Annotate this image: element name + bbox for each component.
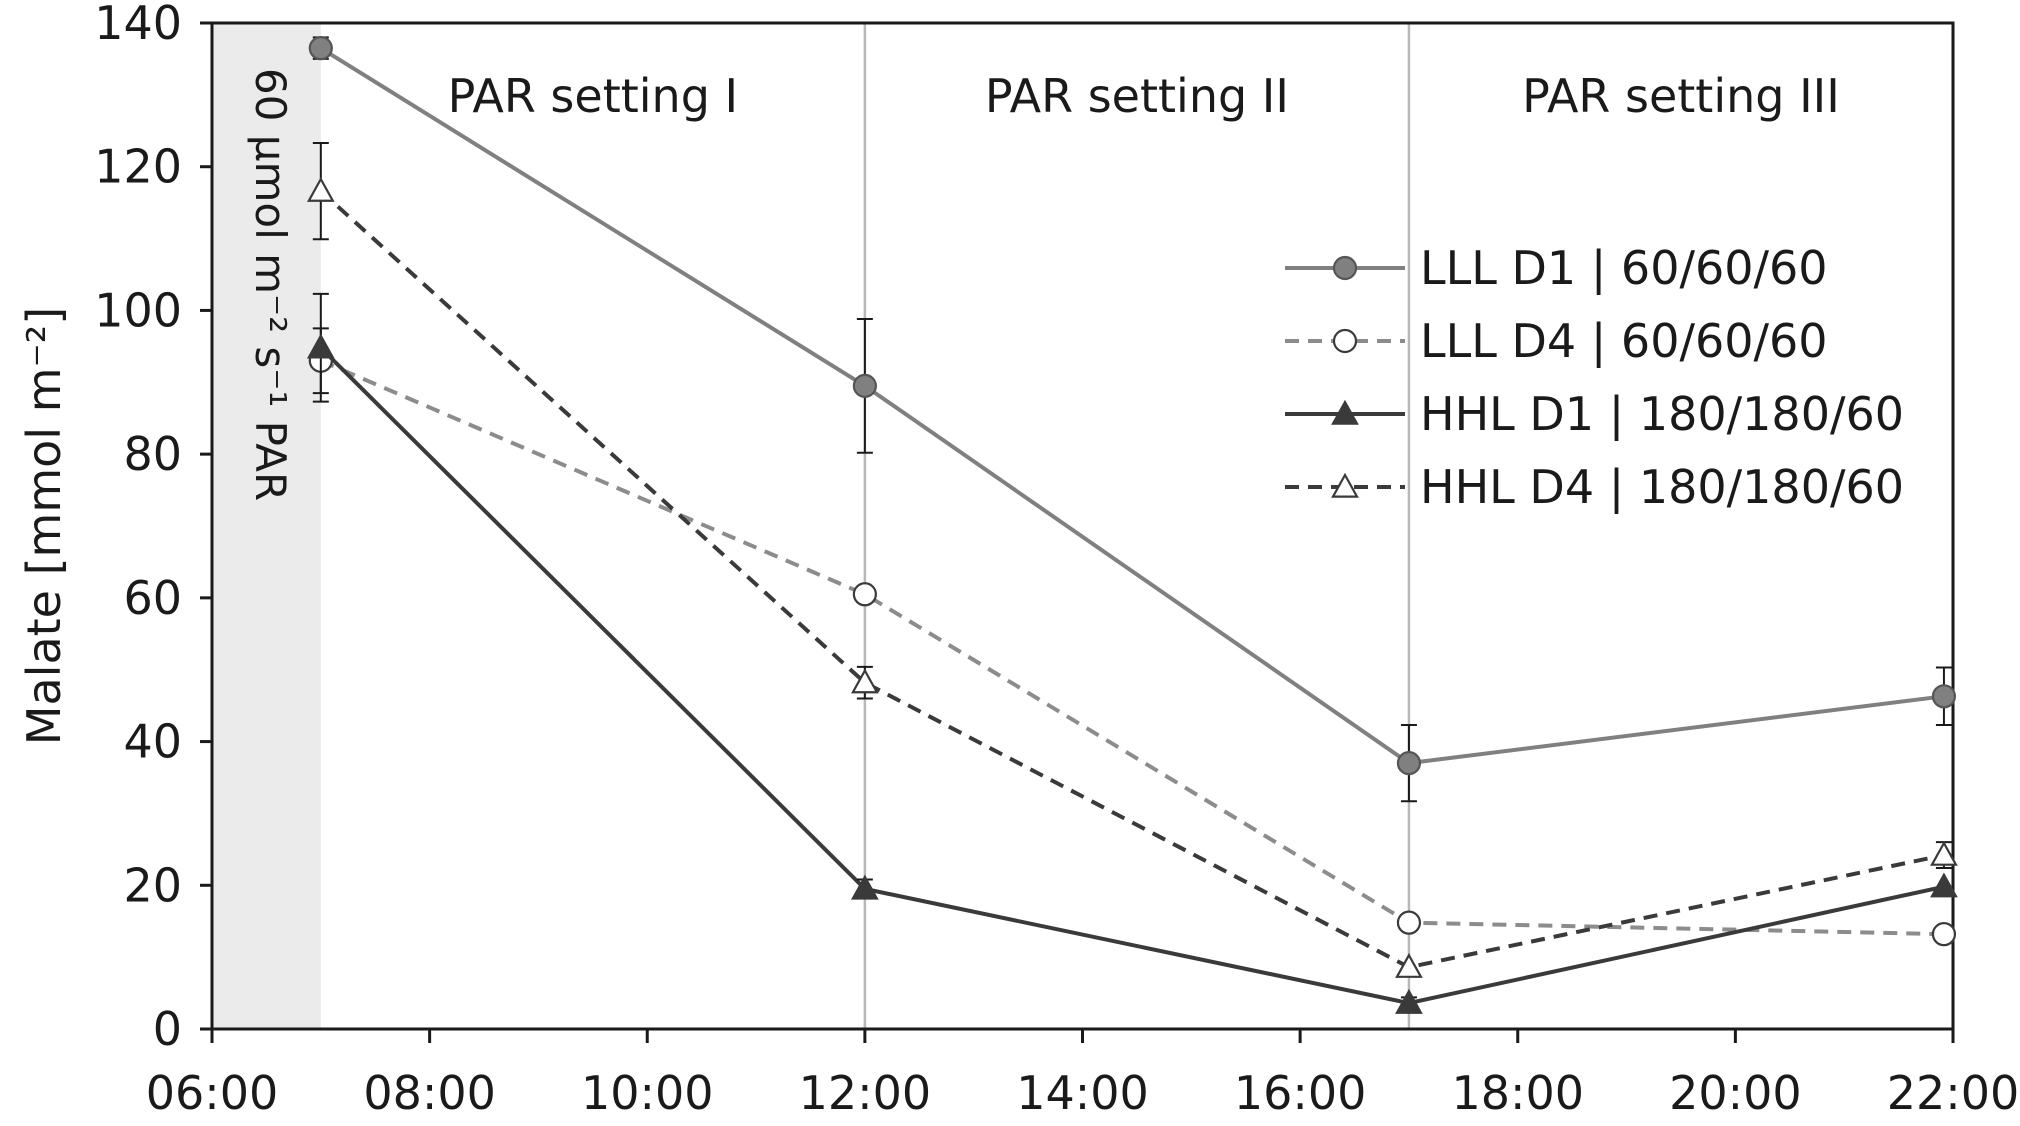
series-line (319, 46, 1945, 766)
legend-label: LLL D1 | 60/60/60 (1420, 241, 1828, 296)
x-tick-label: 20:00 (1669, 1066, 1802, 1120)
x-tick-label: 06:00 (146, 1066, 279, 1120)
y-tick-label: 140 (94, 0, 182, 50)
data-point (852, 373, 877, 398)
data-point (1396, 751, 1422, 776)
data-point (852, 582, 877, 607)
legend-item-2: LLL D4 | 60/60/60 (1285, 314, 1828, 369)
axis-layer: 0 20 40 60 80 100 120 140 06:00 08:00 10:00 12:00 14… (94, 0, 2019, 1120)
data-point (1396, 910, 1422, 935)
series-line (319, 189, 1945, 970)
band-label: PAR setting II (985, 69, 1289, 123)
data-point (1395, 988, 1423, 1014)
legend-marker (1332, 255, 1358, 281)
x-tick-label: 14:00 (1016, 1066, 1149, 1120)
shaded-region-label: 60 µmol m⁻² s⁻¹ PAR (246, 68, 295, 501)
legend-marker (1331, 472, 1359, 498)
data-point (306, 333, 335, 359)
x-tick-label: 10:00 (581, 1066, 714, 1120)
y-tick-label: 40 (123, 715, 182, 769)
y-tick-label: 20 (123, 858, 182, 912)
y-axis-title: Malate [mmol m⁻²] (17, 307, 71, 745)
band-label: PAR setting I (448, 69, 739, 123)
plot-area-frame (210, 21, 1955, 1031)
series-3 (306, 292, 1958, 1014)
legend-label: LLL D4 | 60/60/60 (1420, 314, 1828, 369)
data-point (851, 874, 879, 900)
band-label-layer: PAR setting I PAR setting II PAR setting I… (448, 69, 1840, 123)
shaded-region (212, 23, 321, 1029)
legend-label: HHL D1 | 180/180/60 (1420, 387, 1904, 442)
legend-item-4: HHL D4 | 180/180/60 (1285, 460, 1904, 515)
y-tick-label: 0 (153, 1002, 182, 1056)
x-tick-label: 22:00 (1887, 1066, 2020, 1120)
legend-item-3: HHL D1 | 180/180/60 (1285, 387, 1904, 442)
series-line (320, 358, 1944, 937)
x-tick-label: 18:00 (1451, 1066, 1584, 1120)
series-4 (306, 142, 1958, 978)
legend-marker (1332, 328, 1358, 354)
series-line (319, 346, 1945, 1006)
series-2 (308, 327, 1957, 947)
x-tick-label: 12:00 (799, 1066, 932, 1120)
legend-label: HHL D4 | 180/180/60 (1420, 460, 1904, 515)
data-point (1395, 952, 1423, 978)
data-point (1930, 872, 1958, 898)
x-tick-label: 08:00 (363, 1066, 496, 1120)
divider-layer (863, 23, 1411, 1029)
data-point (1930, 840, 1958, 866)
y-tick-label: 120 (94, 140, 182, 194)
legend: LLL D1 | 60/60/60 LLL D4 | 60/60/60 HHL D1… (1285, 241, 1904, 515)
data-point (851, 668, 879, 694)
shaded-region-layer: 60 µmol m⁻² s⁻¹ PAR (212, 23, 321, 1029)
y-tick-label: 100 (94, 283, 182, 337)
data-point (308, 36, 333, 61)
series-1 (308, 36, 1957, 803)
data-point (1931, 922, 1957, 947)
y-tick-label: 80 (123, 427, 182, 481)
data-point (1931, 684, 1957, 709)
legend-marker (1331, 399, 1359, 425)
band-label: PAR setting III (1522, 69, 1840, 123)
series-layer (306, 36, 1958, 1014)
legend-item-1: LLL D1 | 60/60/60 (1285, 241, 1828, 296)
x-tick-label: 16:00 (1234, 1066, 1367, 1120)
y-tick-label: 60 (123, 571, 182, 625)
data-point (306, 176, 335, 202)
